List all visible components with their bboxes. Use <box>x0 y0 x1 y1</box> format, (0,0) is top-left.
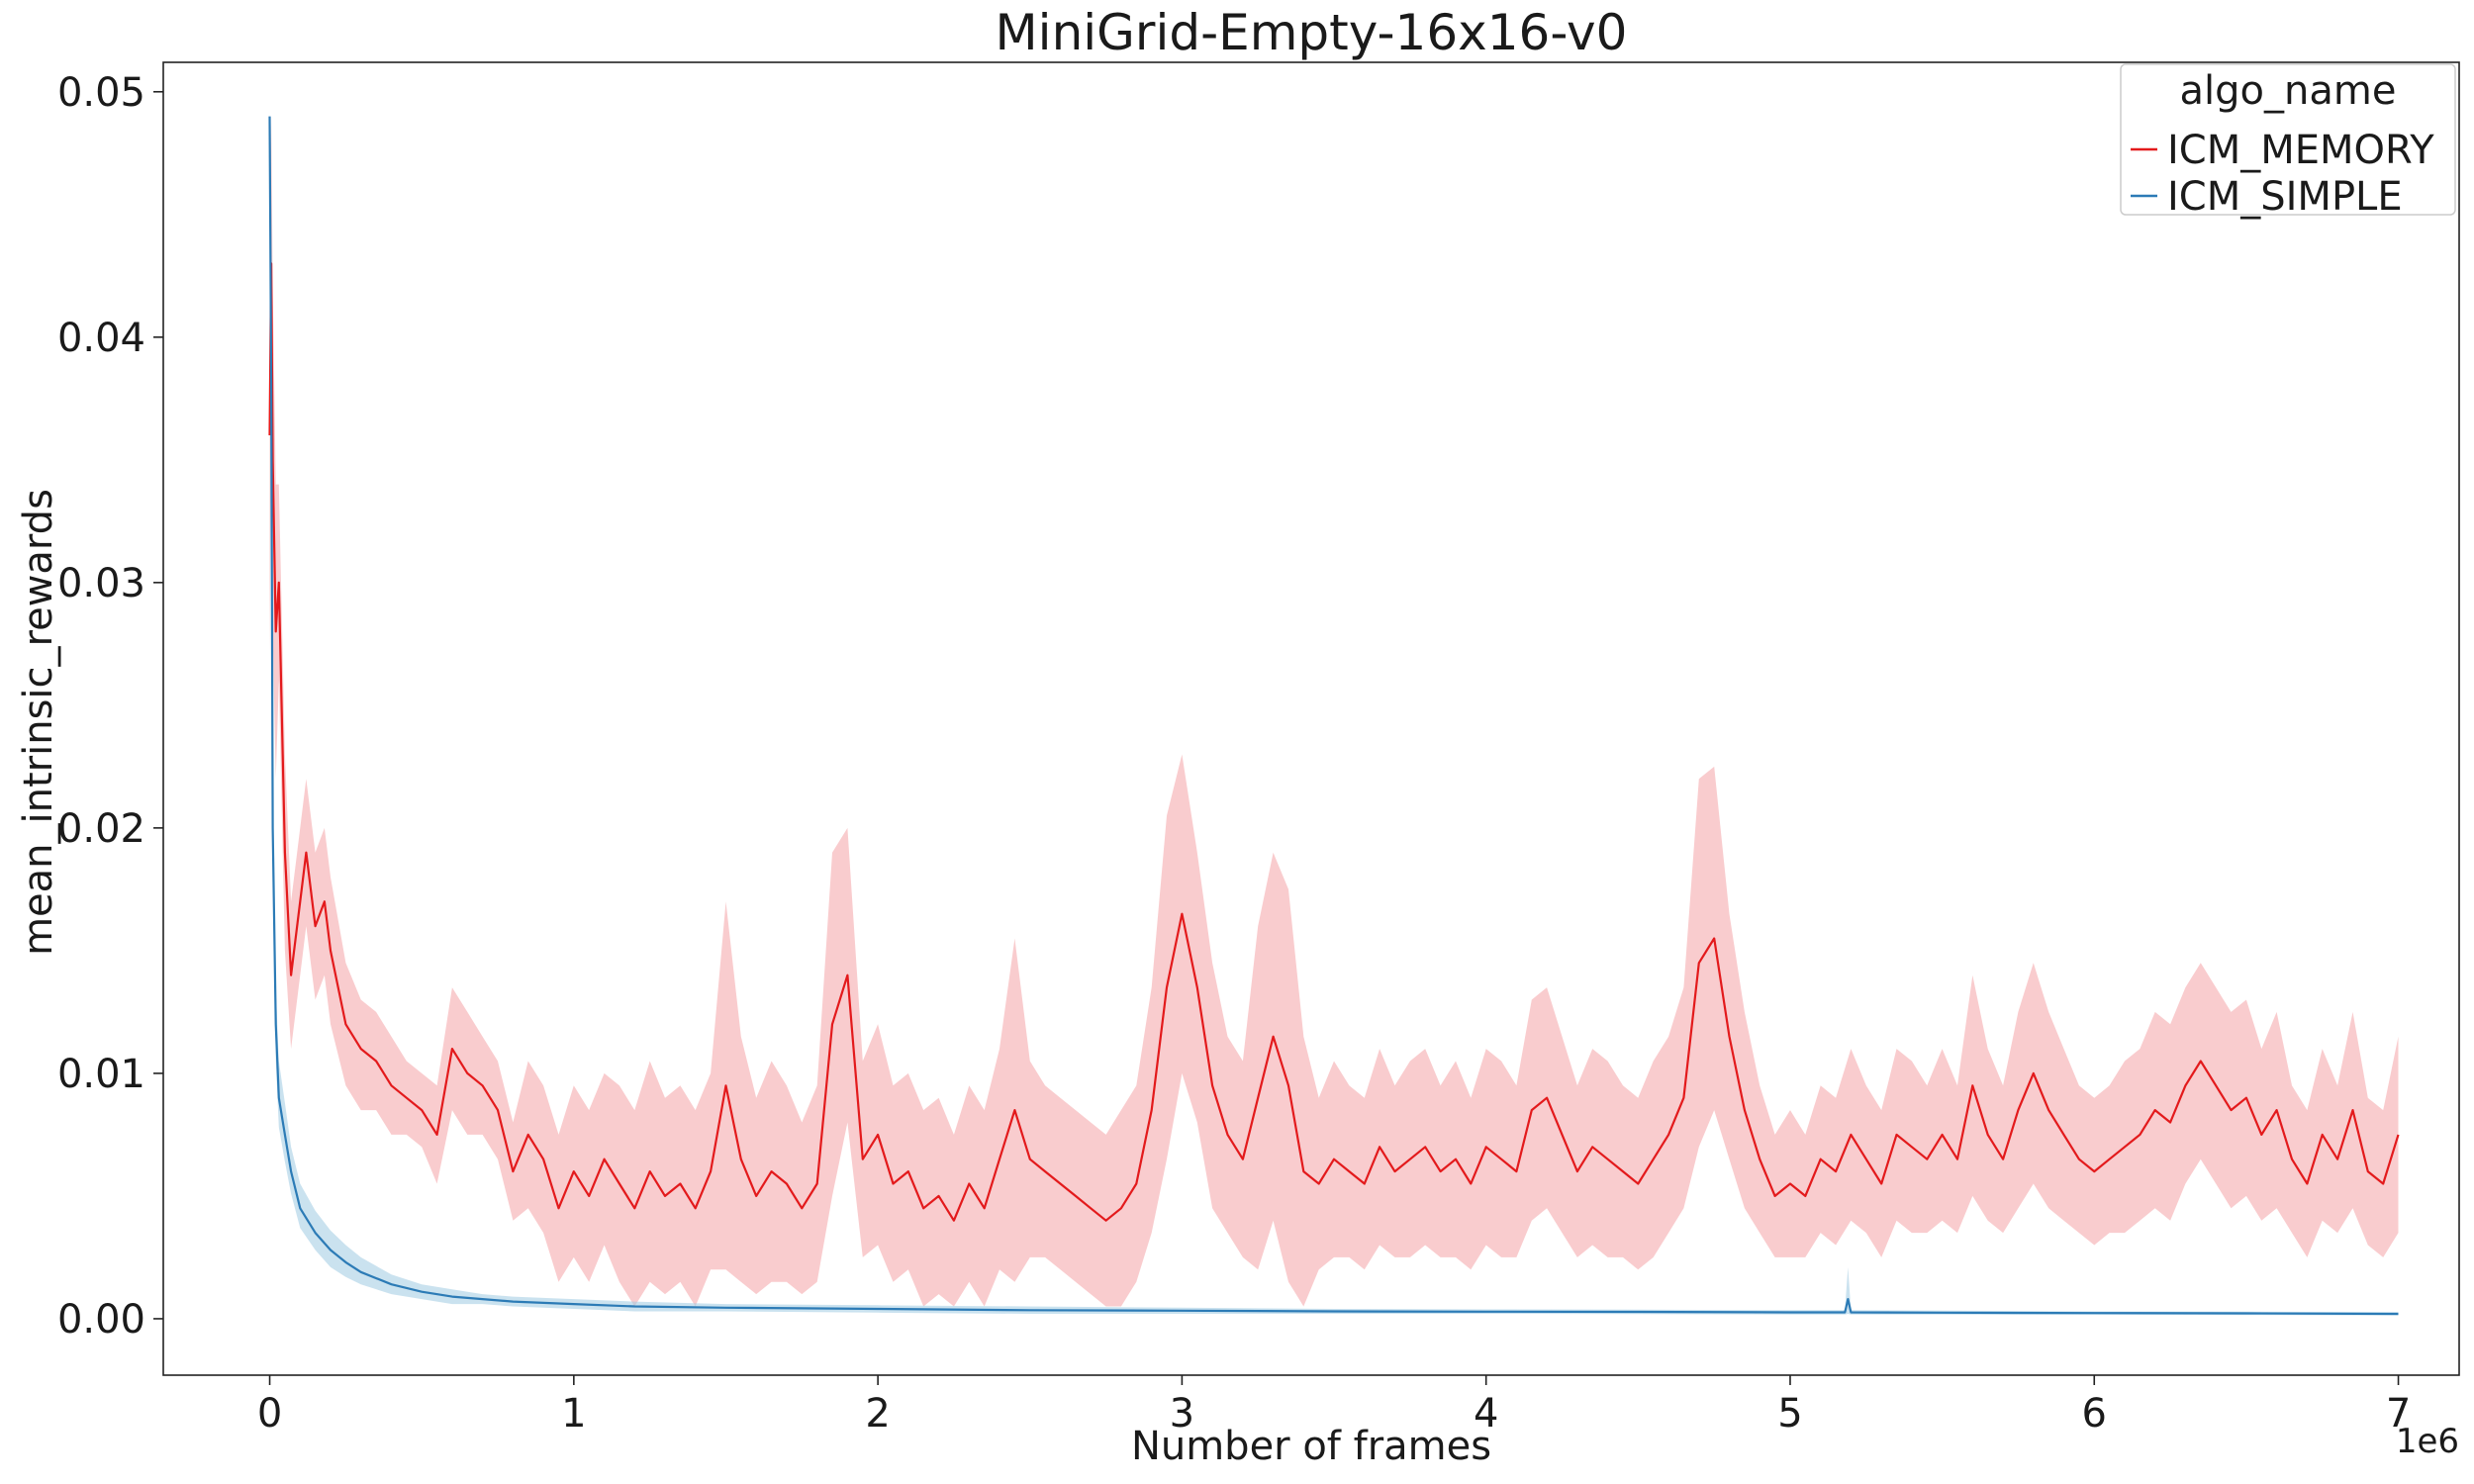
series-lines <box>268 116 2400 1316</box>
legend: algo_name ICM_MEMORY ICM_SIMPLE <box>2120 63 2456 220</box>
x-axis-label: Number of frames <box>1131 1424 1491 1469</box>
x-axis-ticks: 0 1 2 3 4 5 6 7 <box>257 1375 2411 1437</box>
y-tick-label: 0.03 <box>57 561 145 606</box>
confidence-bands <box>269 116 2399 1316</box>
x-tick-label: 7 <box>2386 1391 2411 1437</box>
x-tick-label: 0 <box>257 1391 282 1437</box>
series-line-icm-simple <box>268 116 2399 1316</box>
x-axis-offset-label: 1e6 <box>2396 1422 2459 1461</box>
x-tick-label: 3 <box>1170 1391 1194 1437</box>
series-band-icm-memory <box>269 116 2399 1307</box>
y-tick-label: 0.00 <box>57 1297 145 1343</box>
legend-label-icm-simple: ICM_SIMPLE <box>2167 174 2403 220</box>
legend-label-icm-memory: ICM_MEMORY <box>2167 128 2434 173</box>
y-axis-label: mean_intrinsic_rewards <box>16 489 61 956</box>
x-tick-label: 4 <box>1474 1391 1498 1437</box>
chart-title: MiniGrid-Empty-16x16-v0 <box>996 4 1628 61</box>
plot-area-frame <box>162 61 2460 1376</box>
y-tick-label: 0.01 <box>57 1052 145 1097</box>
y-tick-label: 0.05 <box>57 70 145 116</box>
legend-title: algo_name <box>2180 68 2397 114</box>
y-tick-label: 0.02 <box>57 806 145 852</box>
legend-box <box>2120 63 2456 216</box>
x-tick-label: 2 <box>865 1391 890 1437</box>
x-tick-label: 1 <box>561 1391 586 1437</box>
x-tick-label: 6 <box>2082 1391 2107 1437</box>
y-tick-label: 0.04 <box>57 316 145 361</box>
y-axis-ticks: 0.00 0.01 0.02 0.03 0.04 0.05 <box>57 70 163 1343</box>
series-line-icm-memory <box>268 262 2400 1222</box>
x-tick-label: 5 <box>1777 1391 1802 1437</box>
